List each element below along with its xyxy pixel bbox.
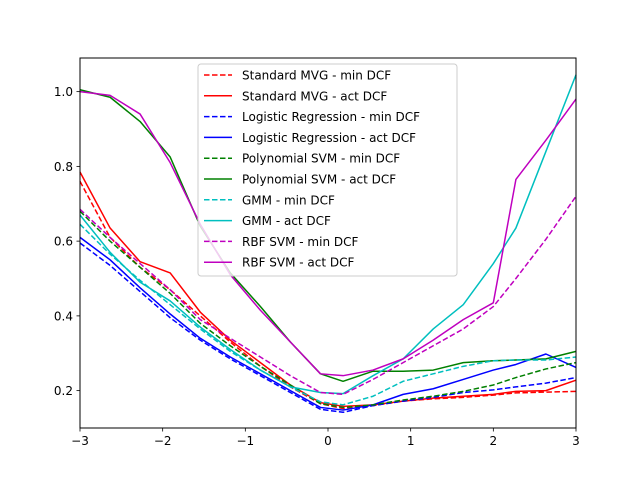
x-tick-label: −2 <box>154 434 172 448</box>
legend-label: Logistic Regression - act DCF <box>242 131 416 145</box>
y-tick-label: 0.8 <box>54 160 73 174</box>
legend-label: RBF SVM - act DCF <box>242 256 355 270</box>
x-tick-label: −3 <box>71 434 89 448</box>
legend-label: Standard MVG - act DCF <box>242 89 387 103</box>
legend-label: Polynomial SVM - min DCF <box>242 152 400 166</box>
legend-label: Logistic Regression - min DCF <box>242 110 420 124</box>
x-tick-label: 1 <box>407 434 415 448</box>
legend: Standard MVG - min DCF Standard MVG - act… <box>197 63 458 277</box>
x-axis-ticks: −3 −2 −1 0 1 2 3 <box>71 428 580 448</box>
y-tick-label: 1.0 <box>54 85 73 99</box>
y-axis-ticks: 0.2 0.4 0.6 0.8 1.0 <box>54 85 80 398</box>
series-line-1 <box>79 171 577 408</box>
y-tick-label: 0.6 <box>54 235 73 249</box>
x-tick-label: 2 <box>490 434 498 448</box>
legend-box <box>197 63 458 277</box>
series-layer <box>79 74 577 414</box>
legend-label: GMM - act DCF <box>242 214 331 228</box>
legend-label: GMM - min DCF <box>242 193 335 207</box>
legend-label: Polynomial SVM - act DCF <box>242 173 396 187</box>
series-line-3 <box>79 236 577 411</box>
series-line-8 <box>79 195 577 396</box>
x-tick-label: 0 <box>324 434 332 448</box>
y-tick-label: 0.4 <box>54 309 73 323</box>
series-line-4 <box>79 210 577 409</box>
series-line-9 <box>79 90 577 377</box>
series-line-6 <box>79 223 577 406</box>
y-tick-label: 0.2 <box>54 384 73 398</box>
series-line-2 <box>79 242 577 414</box>
legend-label: Standard MVG - min DCF <box>242 69 391 83</box>
legend-label: RBF SVM - min DCF <box>242 235 358 249</box>
x-tick-label: −1 <box>236 434 254 448</box>
x-tick-label: 3 <box>572 434 580 448</box>
